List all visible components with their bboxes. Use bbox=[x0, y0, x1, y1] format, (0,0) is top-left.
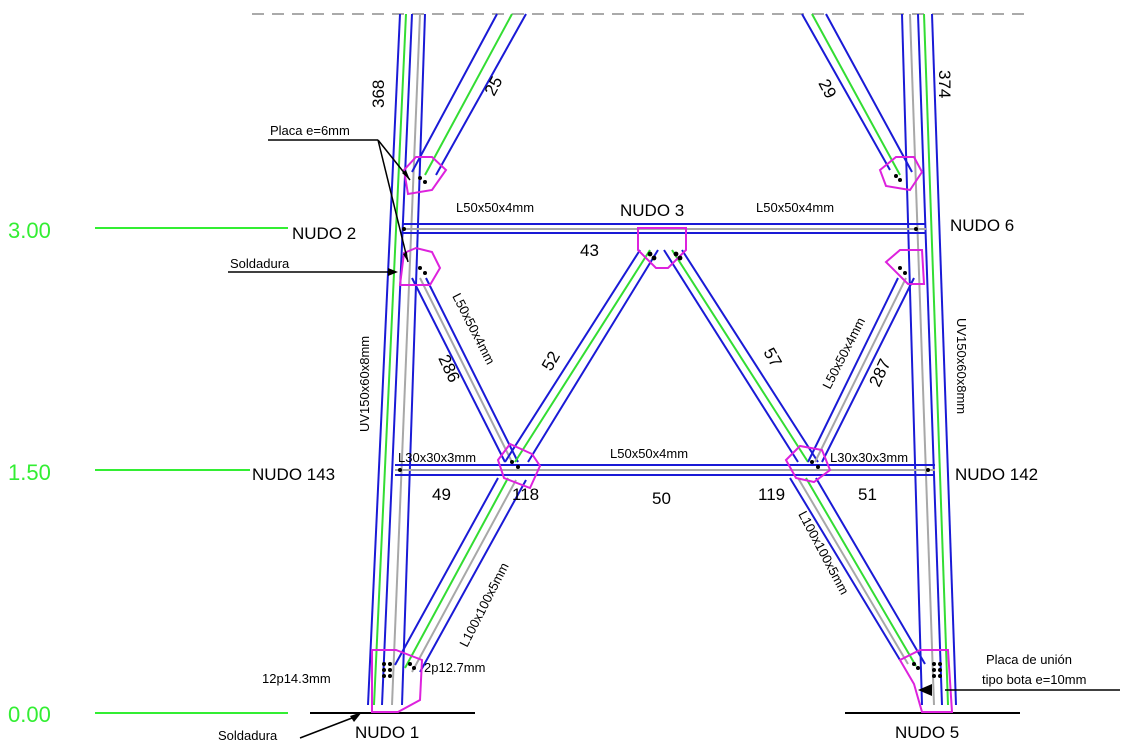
member-51: 51 bbox=[858, 485, 877, 504]
level-lines bbox=[95, 227, 288, 714]
plate-mid-left bbox=[398, 246, 442, 286]
member-287: 287 bbox=[865, 356, 894, 390]
plate-base-right bbox=[898, 649, 954, 713]
profile-leg-right: UV150x60x8mm bbox=[954, 318, 969, 414]
upper-diagonals bbox=[411, 13, 913, 176]
mid-horizontal bbox=[395, 464, 935, 476]
member-25: 25 bbox=[481, 73, 507, 99]
callout-soldadura-bottom: Soldadura bbox=[218, 728, 278, 742]
member-118: 118 bbox=[512, 485, 539, 504]
callout-placa-bota-2: tipo bota e=10mm bbox=[982, 672, 1086, 687]
profile-mid-right: L30x30x3mm bbox=[830, 450, 908, 465]
upper-v-diagonals bbox=[411, 249, 915, 463]
member-29: 29 bbox=[814, 76, 840, 102]
profile-top-right: L50x50x4mm bbox=[756, 200, 834, 215]
member-52: 52 bbox=[538, 348, 564, 374]
callout-placa-bota-1: Placa de unión bbox=[986, 652, 1072, 667]
lower-diagonals bbox=[394, 477, 926, 673]
node-143-label: NUDO 143 bbox=[252, 465, 335, 484]
leader-arrows bbox=[350, 170, 932, 722]
profile-mid-left: L30x30x3mm bbox=[398, 450, 476, 465]
callout-bolts-diag: 2p12.7mm bbox=[424, 660, 485, 675]
plate-118 bbox=[496, 442, 542, 490]
plate-119 bbox=[784, 444, 832, 484]
member-49: 49 bbox=[432, 485, 451, 504]
member-57: 57 bbox=[760, 345, 786, 371]
member-119: 119 bbox=[758, 485, 785, 504]
plate-base-left bbox=[371, 649, 424, 713]
gusset-plates bbox=[371, 156, 954, 713]
plate-nudo3 bbox=[637, 227, 687, 269]
callout-soldadura-mid: Soldadura bbox=[230, 256, 290, 271]
node-5-label: NUDO 5 bbox=[895, 723, 959, 742]
right-leg bbox=[901, 13, 957, 706]
level-label-150: 1.50 bbox=[8, 460, 51, 485]
profile-leg-left: UV150x60x8mm bbox=[357, 336, 372, 432]
plate-upper-left bbox=[402, 156, 448, 196]
level-label-300: 3.00 bbox=[8, 218, 51, 243]
profile-diag-left: L50x50x4mm bbox=[449, 291, 498, 367]
node-3-label: NUDO 3 bbox=[620, 201, 684, 220]
leader-lines bbox=[228, 139, 1120, 739]
left-leg bbox=[367, 13, 426, 706]
member-368: 368 bbox=[369, 80, 388, 108]
node-6-label: NUDO 6 bbox=[950, 216, 1014, 235]
bolts bbox=[382, 174, 942, 678]
profile-top-left: L50x50x4mm bbox=[456, 200, 534, 215]
callout-bolts-left: 12p14.3mm bbox=[262, 671, 331, 686]
plate-mid-right bbox=[884, 249, 926, 285]
member-374: 374 bbox=[935, 70, 954, 98]
member-43: 43 bbox=[580, 241, 599, 260]
node-142-label: NUDO 142 bbox=[955, 465, 1038, 484]
level-label-000: 0.00 bbox=[8, 702, 51, 727]
node-2-label: NUDO 2 bbox=[292, 224, 356, 243]
profile-mid-center: L50x50x4mm bbox=[610, 446, 688, 461]
member-50: 50 bbox=[652, 489, 671, 508]
callout-placa: Placa e=6mm bbox=[270, 123, 350, 138]
plate-upper-right bbox=[878, 156, 924, 192]
node-1-label: NUDO 1 bbox=[355, 723, 419, 742]
